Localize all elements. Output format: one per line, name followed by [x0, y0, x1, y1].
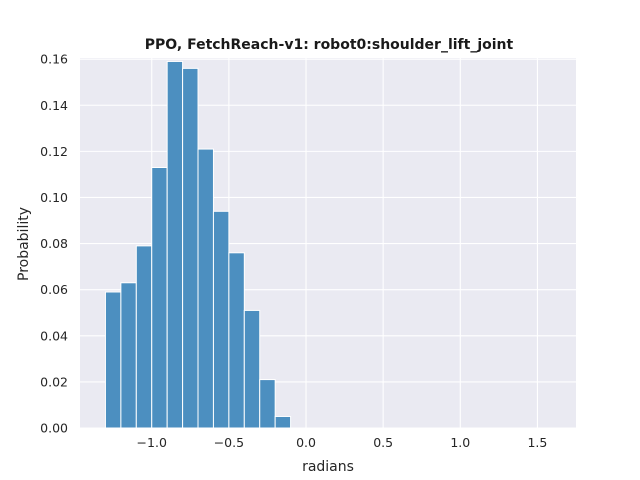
- chart-title: PPO, FetchReach-v1: robot0:shoulder_lift…: [145, 37, 514, 53]
- histogram-bar: [274, 415, 292, 429]
- y-axis-ticks: 0.00 0.02 0.04 0.06 0.08 0.10 0.12 0.14 0.16: [40, 52, 68, 436]
- histogram-bar: [259, 379, 276, 429]
- x-axis-label: radians: [302, 459, 354, 475]
- bars: [104, 60, 292, 429]
- x-tick-label: 1.0: [450, 435, 470, 450]
- histogram-bar: [243, 309, 261, 429]
- x-axis-ticks: −1.0 −0.5 0.0 0.5 1.0 1.5: [137, 435, 548, 450]
- x-tick-label: −1.0: [137, 435, 167, 450]
- histogram-bar: [212, 210, 230, 429]
- y-tick-label: 0.04: [40, 328, 68, 343]
- x-tick-label: −0.5: [214, 435, 244, 450]
- y-tick-label: 0.16: [40, 52, 68, 67]
- histogram-bar: [135, 245, 153, 429]
- y-tick-label: 0.00: [40, 421, 68, 436]
- y-tick-label: 0.14: [40, 98, 68, 113]
- y-tick-label: 0.12: [40, 144, 68, 159]
- histogram-bar: [151, 167, 168, 429]
- histogram-bar: [120, 282, 137, 429]
- histogram-bar: [197, 148, 214, 429]
- y-tick-label: 0.08: [40, 236, 68, 251]
- histogram-bar: [166, 60, 184, 429]
- x-tick-label: 0.5: [373, 435, 393, 450]
- x-tick-label: 0.0: [296, 435, 316, 450]
- histogram-bar: [182, 67, 199, 429]
- histogram-bar: [228, 252, 245, 429]
- y-tick-label: 0.02: [40, 374, 68, 389]
- x-tick-label: 1.5: [527, 435, 547, 450]
- y-tick-label: 0.06: [40, 282, 68, 297]
- y-tick-label: 0.10: [40, 190, 68, 205]
- histogram-bar: [104, 291, 122, 429]
- y-axis-label: Probability: [16, 207, 32, 281]
